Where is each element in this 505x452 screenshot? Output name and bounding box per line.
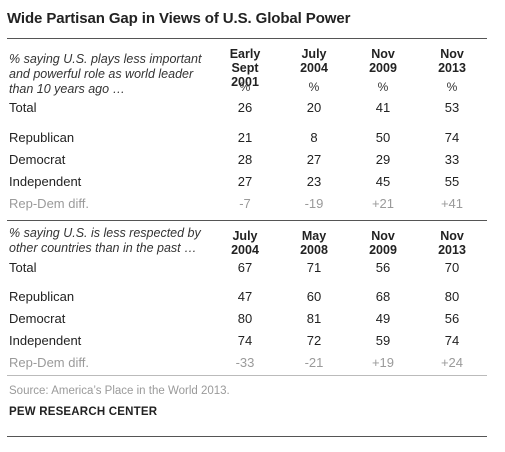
source-note: Source: America’s Place in the World 201…: [9, 385, 230, 397]
column-header: Early Sept 2001: [229, 47, 261, 89]
table-cell: 21: [237, 130, 253, 145]
table-cell: 60: [306, 289, 322, 304]
table-cell: 8: [310, 130, 318, 145]
column-header: Nov 2009: [369, 229, 397, 257]
table-cell: 27: [306, 152, 322, 167]
row-label: Total: [9, 260, 37, 275]
table-cell: 72: [306, 333, 322, 348]
page-title: Wide Partisan Gap in Views of U.S. Globa…: [7, 10, 351, 27]
table-cell: 27: [237, 174, 253, 189]
organization-credit: PEW RESEARCH CENTER: [9, 406, 158, 418]
table-row-diff: Rep-Dem diff. -33 -21 +19 +24: [0, 355, 505, 371]
table-row: Republican 47 60 68 80: [0, 289, 505, 305]
table-cell: 80: [444, 289, 460, 304]
table-cell: +41: [440, 196, 464, 211]
row-label: Republican: [9, 130, 75, 145]
table-cell: +21: [371, 196, 395, 211]
table-cell: 49: [375, 311, 391, 326]
table-cell: 29: [375, 152, 391, 167]
table-row-diff: Rep-Dem diff. -7 -19 +21 +41: [0, 196, 505, 212]
column-header: July 2004: [231, 229, 259, 257]
row-label: Rep-Dem diff.: [9, 196, 89, 211]
table-cell: 74: [444, 333, 460, 348]
row-label: Democrat: [9, 311, 66, 326]
percent-sign: %: [446, 80, 458, 94]
table-cell: 26: [237, 100, 253, 115]
table-cell: 47: [237, 289, 253, 304]
table-row: Total 67 71 56 70: [0, 260, 505, 276]
section-divider: [7, 220, 487, 221]
table-cell: 45: [375, 174, 391, 189]
column-header: Nov 2013: [438, 229, 466, 257]
bottom-divider: [7, 436, 487, 437]
percent-sign: %: [308, 80, 320, 94]
table-cell: 28: [237, 152, 253, 167]
table-cell: -19: [304, 196, 324, 211]
table-cell: 56: [444, 311, 460, 326]
table-cell: -33: [235, 355, 255, 370]
table-cell: 23: [306, 174, 322, 189]
table-cell: 81: [306, 311, 322, 326]
column-header: Nov 2009: [369, 47, 397, 75]
table-cell: 74: [444, 130, 460, 145]
table-cell: 56: [375, 260, 391, 275]
table-row: Independent 27 23 45 55: [0, 174, 505, 190]
row-label: Rep-Dem diff.: [9, 355, 89, 370]
table-cell: +24: [440, 355, 464, 370]
table-cell: 41: [375, 100, 391, 115]
table-cell: 50: [375, 130, 391, 145]
percent-sign: %: [377, 80, 389, 94]
table-cell: 67: [237, 260, 253, 275]
row-label: Republican: [9, 289, 75, 304]
table-cell: 70: [444, 260, 460, 275]
top-divider: [7, 38, 487, 39]
percent-sign: %: [239, 80, 251, 94]
section-1-prompt: % saying U.S. plays less important and p…: [9, 52, 202, 96]
table-cell: 53: [444, 100, 460, 115]
column-header: May 2008: [300, 229, 328, 257]
table-row: Republican 21 8 50 74: [0, 130, 505, 146]
table-cell: -21: [304, 355, 324, 370]
section-2-prompt: % saying U.S. is less respected by other…: [9, 226, 201, 255]
column-header: July 2004: [300, 47, 328, 75]
row-label: Independent: [9, 174, 82, 189]
row-label: Democrat: [9, 152, 66, 167]
row-label: Independent: [9, 333, 82, 348]
column-header: Nov 2013: [438, 47, 466, 75]
table-cell: 74: [237, 333, 253, 348]
table-cell: 68: [375, 289, 391, 304]
table-row: Total 26 20 41 53: [0, 100, 505, 116]
table-cell: 33: [444, 152, 460, 167]
table-cell: +19: [371, 355, 395, 370]
table-row: Democrat 80 81 49 56: [0, 311, 505, 327]
table-cell: -7: [239, 196, 251, 211]
row-label: Total: [9, 100, 37, 115]
table-row: Democrat 28 27 29 33: [0, 152, 505, 168]
table-row: Independent 74 72 59 74: [0, 333, 505, 349]
table-cell: 59: [375, 333, 391, 348]
footer-divider: [7, 375, 487, 376]
table-cell: 55: [444, 174, 460, 189]
table-cell: 80: [237, 311, 253, 326]
table-cell: 20: [306, 100, 322, 115]
table-cell: 71: [306, 260, 322, 275]
